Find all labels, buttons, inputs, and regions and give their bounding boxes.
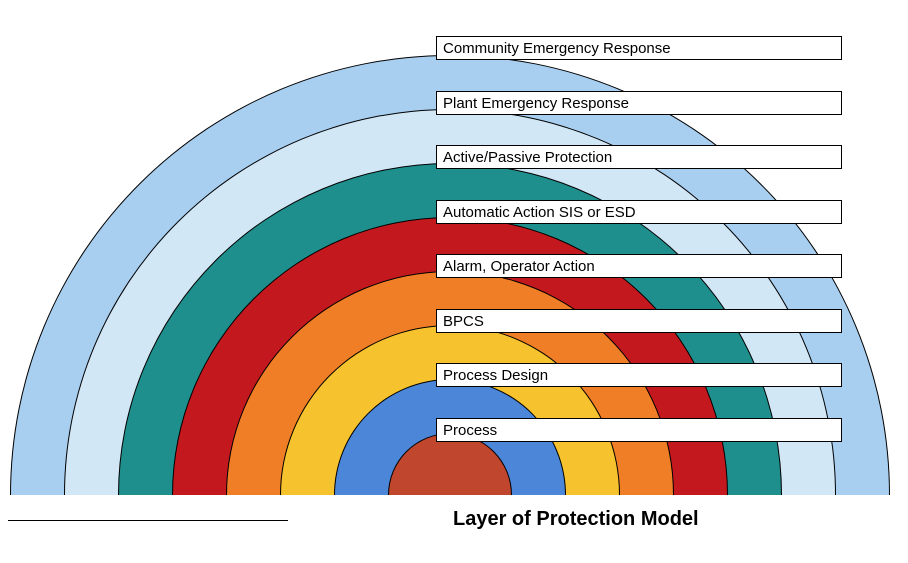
footer-divider [8, 520, 288, 521]
protection-layer-label: Automatic Action SIS or ESD [436, 200, 842, 224]
protection-layer-label: Process Design [436, 363, 842, 387]
protection-layer-label: Alarm, Operator Action [436, 254, 842, 278]
protection-layer-label: Active/Passive Protection [436, 145, 842, 169]
protection-layer-label: Plant Emergency Response [436, 91, 842, 115]
protection-layer-label: BPCS [436, 309, 842, 333]
diagram-stage: Community Emergency Response Plant Emerge… [0, 0, 908, 563]
diagram-title: Layer of Protection Model [453, 508, 699, 531]
protection-layer-label: Community Emergency Response [436, 36, 842, 60]
protection-layer-label: Process [436, 418, 842, 442]
